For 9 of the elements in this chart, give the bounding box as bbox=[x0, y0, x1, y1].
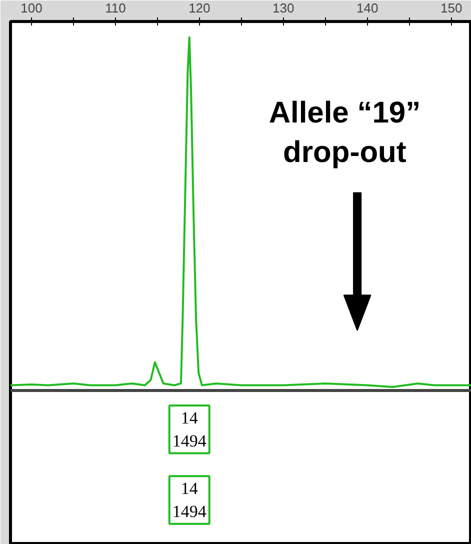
x-tick-label: 140 bbox=[356, 0, 378, 16]
annotation: Allele “19” drop-out bbox=[268, 96, 421, 170]
x-tick-label: 130 bbox=[272, 0, 294, 16]
text: 14 1494 bbox=[172, 479, 207, 521]
x-tick-label: 120 bbox=[188, 0, 210, 16]
x-tick-label: 100 bbox=[20, 0, 42, 16]
x-tick-label: 110 bbox=[105, 0, 126, 16]
x-tick-label: 150 bbox=[440, 0, 462, 16]
text: 14 1494 bbox=[172, 408, 207, 450]
